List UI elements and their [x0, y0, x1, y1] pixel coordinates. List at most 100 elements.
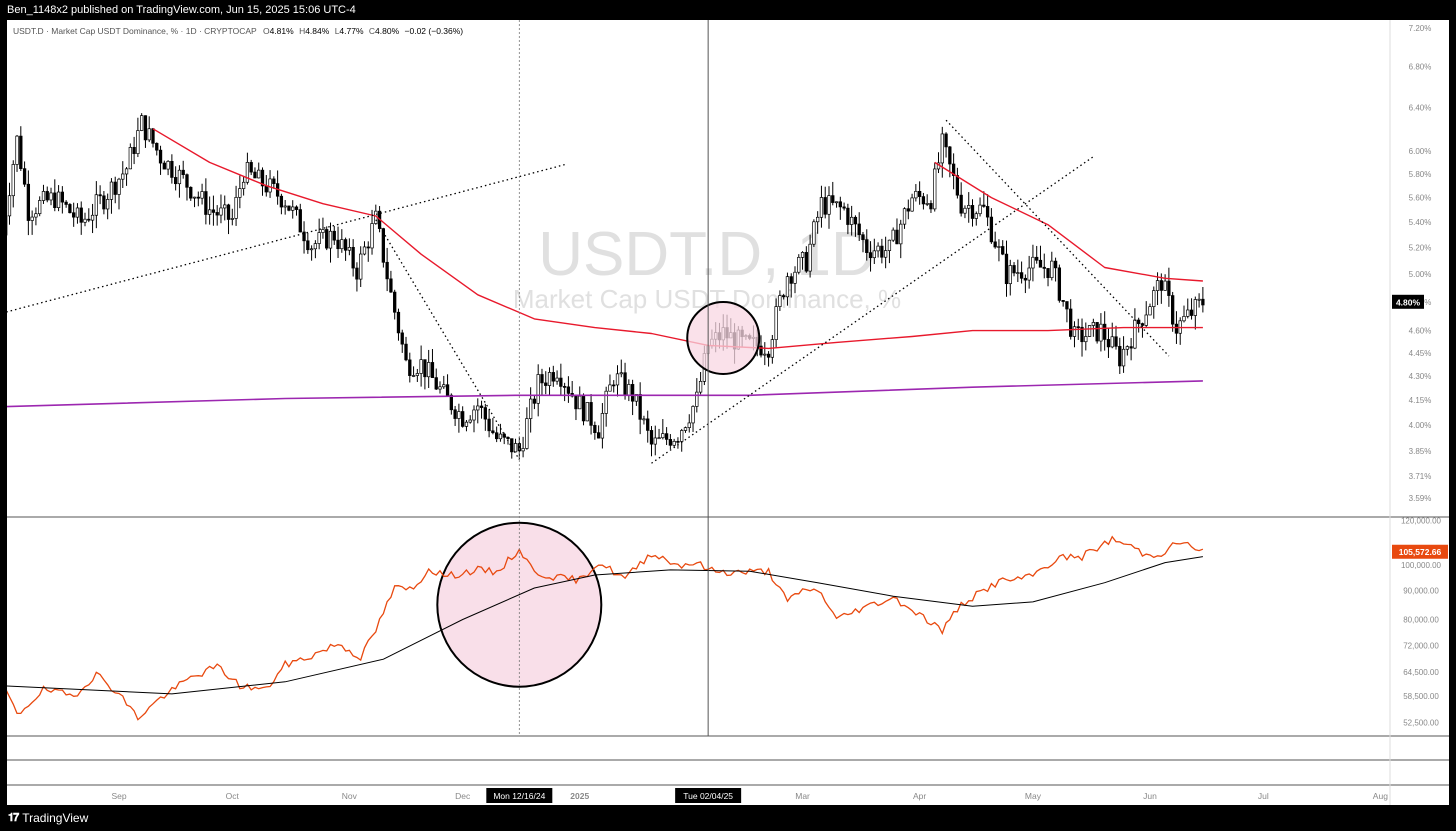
candle-body-down: [158, 149, 163, 164]
candle-body-up: [695, 391, 699, 407]
candle-body-down: [676, 440, 680, 443]
candle-body-up: [657, 437, 661, 440]
candle: [1027, 255, 1031, 289]
candle: [921, 192, 926, 210]
candle: [785, 272, 790, 306]
ohlc-legend: USDT.D · Market Cap USDT Dominance, % · …: [13, 26, 463, 36]
candle-body-down: [204, 191, 208, 215]
candle-body-up: [585, 402, 589, 422]
candle: [1091, 318, 1096, 337]
candle-body-up: [238, 188, 242, 198]
tradingview-logo[interactable]: 𝟏𝟕 TradingView: [8, 811, 88, 825]
trendline-4: [945, 119, 1170, 357]
candle: [408, 352, 412, 383]
candle: [1129, 338, 1133, 361]
candle-body-down: [453, 409, 457, 419]
candle: [121, 161, 125, 188]
candle-body-up: [1031, 256, 1035, 269]
candle-body-down: [823, 197, 827, 215]
y-tick-label: 3.71%: [1409, 472, 1432, 481]
candle-body-down: [596, 432, 601, 439]
y-tick-label: 6.00%: [1409, 147, 1432, 156]
candle-body-down: [1012, 265, 1016, 274]
candle-body-down: [113, 181, 117, 195]
candle: [166, 160, 170, 176]
candle: [959, 182, 963, 217]
candle-body-up: [34, 213, 38, 218]
candle: [158, 145, 163, 175]
candle: [868, 241, 873, 272]
candle: [109, 178, 114, 214]
candle-body-down: [1171, 295, 1175, 325]
candle: [842, 202, 846, 211]
candle-body-down: [1159, 280, 1163, 291]
candle-body-down: [215, 212, 219, 216]
candle-body-up: [283, 205, 287, 208]
candle: [343, 237, 348, 261]
candle-body-up: [608, 384, 612, 392]
candle: [793, 266, 797, 294]
candle-body-down: [846, 207, 850, 225]
candle: [472, 405, 476, 433]
candle-body-down: [487, 418, 491, 432]
candle-body-up: [774, 306, 778, 340]
candle-body-up: [680, 430, 684, 442]
chart-svg[interactable]: USDT.D, 1D Market Cap USDT Dominance, % …: [0, 20, 1449, 805]
candle-body-up: [230, 218, 234, 220]
candle-body-down: [272, 178, 276, 184]
candle: [124, 166, 129, 186]
candle: [260, 167, 265, 196]
candle-body-up: [910, 197, 914, 212]
candle: [770, 335, 774, 364]
candle: [547, 367, 552, 395]
trendline-1: [1, 164, 565, 314]
candle: [26, 170, 31, 236]
candle: [559, 363, 563, 396]
candle: [1159, 273, 1163, 304]
candle: [223, 195, 227, 221]
candle: [831, 181, 835, 206]
candle: [385, 247, 389, 292]
candle-body-down: [1004, 253, 1009, 285]
x-tick-label: Sep: [111, 791, 126, 801]
candle-body-up: [476, 405, 480, 411]
candle: [279, 193, 284, 215]
candle-body-up: [140, 115, 144, 131]
candle: [989, 208, 994, 244]
candle: [816, 211, 820, 234]
candle: [649, 426, 654, 457]
candle-body-up: [90, 214, 95, 221]
candle: [347, 238, 352, 256]
candle: [79, 201, 83, 235]
candle-body-down: [143, 115, 148, 141]
candle-body-up: [698, 381, 703, 393]
candle-body-up: [816, 216, 820, 223]
candle-body-down: [393, 291, 397, 313]
candle-body-down: [355, 267, 359, 280]
x-tick-label: Aug: [1373, 791, 1388, 801]
candle-body-down: [102, 195, 106, 210]
candle-body-up: [891, 229, 895, 241]
candle: [1038, 245, 1043, 268]
candle-body-down: [574, 395, 578, 410]
candle: [797, 254, 801, 275]
candle-body-up: [1099, 323, 1103, 342]
candle: [211, 195, 216, 226]
x-tick-label: Apr: [913, 791, 926, 801]
candle: [846, 203, 850, 235]
candle: [272, 176, 276, 189]
candle-body-down: [1080, 326, 1084, 343]
candle-body-up: [887, 239, 892, 251]
candle: [19, 126, 23, 172]
btc-y-tick-label: 100,000.00: [1401, 561, 1442, 570]
candle-body-up: [359, 253, 363, 280]
candle: [298, 203, 302, 233]
candle: [495, 426, 499, 443]
candle-body-up: [30, 216, 34, 221]
candle: [177, 165, 182, 198]
candle-body-up: [797, 257, 801, 273]
candle: [38, 196, 42, 217]
candle: [1193, 296, 1197, 330]
candle: [638, 382, 642, 435]
candle-body-up: [11, 164, 15, 197]
